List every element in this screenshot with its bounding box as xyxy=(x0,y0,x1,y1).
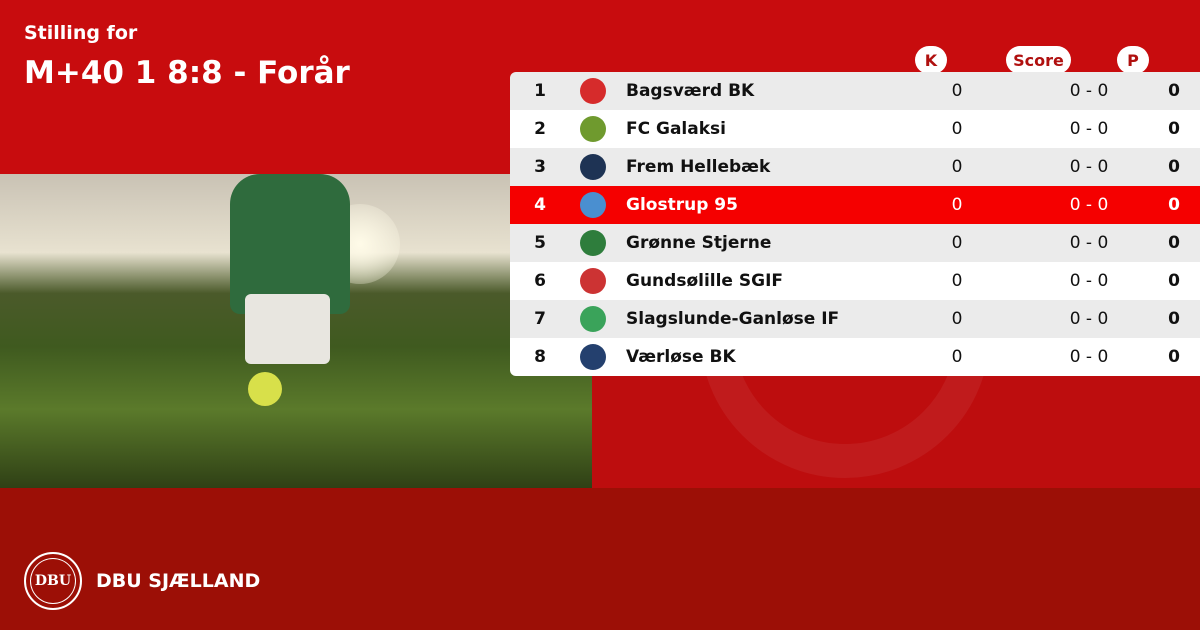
score: 0 - 0 xyxy=(1069,233,1109,253)
score: 0 - 0 xyxy=(1069,195,1109,215)
points: 0 xyxy=(1168,157,1180,177)
page-title: M+40 1 8:8 - Forår xyxy=(24,55,350,91)
football xyxy=(248,372,282,406)
column-header-k: K xyxy=(915,46,947,74)
team-logo-icon xyxy=(580,154,606,180)
matches-played: 0 xyxy=(951,81,963,101)
points: 0 xyxy=(1168,81,1180,101)
brand-name: DBU SJÆLLAND xyxy=(96,570,261,592)
position: 2 xyxy=(534,119,546,139)
team-name: Glostrup 95 xyxy=(626,195,738,215)
table-row[interactable]: 6 Gundsølille SGIF 0 0 - 0 0 xyxy=(510,262,1200,300)
team-name: Bagsværd BK xyxy=(626,81,755,101)
team-name: Grønne Stjerne xyxy=(626,233,772,253)
team-logo-icon xyxy=(580,268,606,294)
score: 0 - 0 xyxy=(1069,271,1109,291)
team-name: FC Galaksi xyxy=(626,119,726,139)
points: 0 xyxy=(1168,119,1180,139)
team-logo-icon xyxy=(580,344,606,370)
position: 5 xyxy=(534,233,546,253)
matches-played: 0 xyxy=(951,233,963,253)
position: 4 xyxy=(534,195,546,215)
footer-brand: DBU DBU SJÆLLAND xyxy=(24,552,260,610)
matches-played: 0 xyxy=(951,157,963,177)
position: 8 xyxy=(534,347,546,367)
matches-played: 0 xyxy=(951,195,963,215)
points: 0 xyxy=(1168,309,1180,329)
football-photo xyxy=(0,174,592,488)
position: 3 xyxy=(534,157,546,177)
team-name: Frem Hellebæk xyxy=(626,157,771,177)
points: 0 xyxy=(1168,195,1180,215)
player-jersey xyxy=(230,174,350,314)
score: 0 - 0 xyxy=(1069,157,1109,177)
table-row[interactable]: 3 Frem Hellebæk 0 0 - 0 0 xyxy=(510,148,1200,186)
points: 0 xyxy=(1168,271,1180,291)
team-name: Slagslunde-Ganløse IF xyxy=(626,309,840,329)
table-row[interactable]: 4 Glostrup 95 0 0 - 0 0 xyxy=(510,186,1200,224)
score: 0 - 0 xyxy=(1069,81,1109,101)
footer-band xyxy=(0,488,1200,630)
score: 0 - 0 xyxy=(1069,347,1109,367)
score: 0 - 0 xyxy=(1069,309,1109,329)
team-name: Gundsølille SGIF xyxy=(626,271,784,291)
matches-played: 0 xyxy=(951,271,963,291)
team-logo-icon xyxy=(580,116,606,142)
points: 0 xyxy=(1168,347,1180,367)
dbu-seal-logo: DBU xyxy=(24,552,82,610)
table-row[interactable]: 7 Slagslunde-Ganløse IF 0 0 - 0 0 xyxy=(510,300,1200,338)
team-logo-icon xyxy=(580,192,606,218)
team-logo-icon xyxy=(580,230,606,256)
points: 0 xyxy=(1168,233,1180,253)
table-row[interactable]: 5 Grønne Stjerne 0 0 - 0 0 xyxy=(510,224,1200,262)
player-shorts xyxy=(245,294,330,364)
position: 7 xyxy=(534,309,546,329)
column-header-score: Score xyxy=(1006,46,1071,74)
team-logo-icon xyxy=(580,306,606,332)
position: 1 xyxy=(534,81,546,101)
table-row[interactable]: 1 Bagsværd BK 0 0 - 0 0 xyxy=(510,72,1200,110)
matches-played: 0 xyxy=(951,347,963,367)
matches-played: 0 xyxy=(951,309,963,329)
column-header-p: P xyxy=(1117,46,1149,74)
score: 0 - 0 xyxy=(1069,119,1109,139)
matches-played: 0 xyxy=(951,119,963,139)
table-row[interactable]: 8 Værløse BK 0 0 - 0 0 xyxy=(510,338,1200,376)
position: 6 xyxy=(534,271,546,291)
page-subtitle: Stilling for xyxy=(24,22,138,44)
team-logo-icon xyxy=(580,78,606,104)
team-name: Værløse BK xyxy=(626,347,736,367)
table-row[interactable]: 2 FC Galaksi 0 0 - 0 0 xyxy=(510,110,1200,148)
